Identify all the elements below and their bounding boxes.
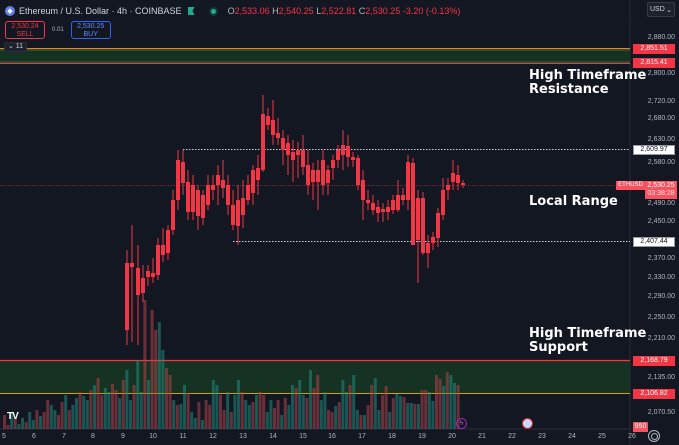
settings-gear-icon[interactable] [648, 430, 660, 442]
ethereum-icon: ◆ [5, 6, 15, 16]
bar-countdown: 03:38:28 [647, 190, 675, 197]
symbol-price-tag: ETHUSD [616, 181, 645, 190]
support-top-price-tag: 2,168.79 [633, 356, 675, 366]
lightning-event-icon[interactable]: ϟ [456, 418, 467, 429]
support-annotation: High Timeframe Support [529, 326, 647, 355]
resistance-bottom-price-tag: 2,815.41 [633, 58, 675, 68]
currency-select[interactable]: USD ⌄ [647, 2, 675, 17]
ohlc-values: O2,533.06 H2,540.25 L2,522.81 C2,530.25 … [227, 6, 461, 16]
volume-tag: 950 [633, 422, 648, 432]
range-annotation: Local Range [529, 194, 618, 209]
indicators-toggle-button[interactable]: ⌄ 11 [4, 42, 28, 52]
spread-value: 0.01 [52, 27, 64, 33]
resistance-top-price-tag: 2,851.51 [633, 44, 675, 54]
us-flag-event-icon[interactable] [522, 418, 533, 429]
buy-button[interactable]: 2,530.25 BUY [70, 21, 111, 39]
current-price-tag: 2,530.25 03:38:28 [645, 181, 677, 199]
resistance-annotation: High Timeframe Resistance [529, 68, 647, 97]
symbol-title[interactable]: Ethereum / U.S. Dollar · 4h · COINBASE [19, 6, 182, 16]
volume-histogram [3, 300, 460, 429]
trade-panel: 2,530.24 SELL 0.01 2,530.25 BUY [5, 21, 111, 39]
tradingview-logo[interactable]: TV [7, 411, 19, 422]
range-top-price-tag: 2,609.97 [633, 145, 675, 155]
support-bottom-price-tag: 2,106.82 [633, 389, 675, 399]
flag-icon[interactable] [187, 7, 195, 15]
candlesticks [125, 95, 465, 345]
resistance-zone[interactable] [0, 48, 630, 64]
price-change: -3.20 (-0.13%) [402, 6, 461, 16]
range-bottom-price-tag: 2,407.44 [633, 237, 675, 247]
market-status-icon[interactable] [208, 6, 218, 16]
chevron-down-icon: ⌄ [666, 7, 672, 14]
chart-header: ◆ Ethereum / U.S. Dollar · 4h · COINBASE… [0, 0, 620, 22]
sell-button[interactable]: 2,530.24 SELL [5, 21, 45, 39]
